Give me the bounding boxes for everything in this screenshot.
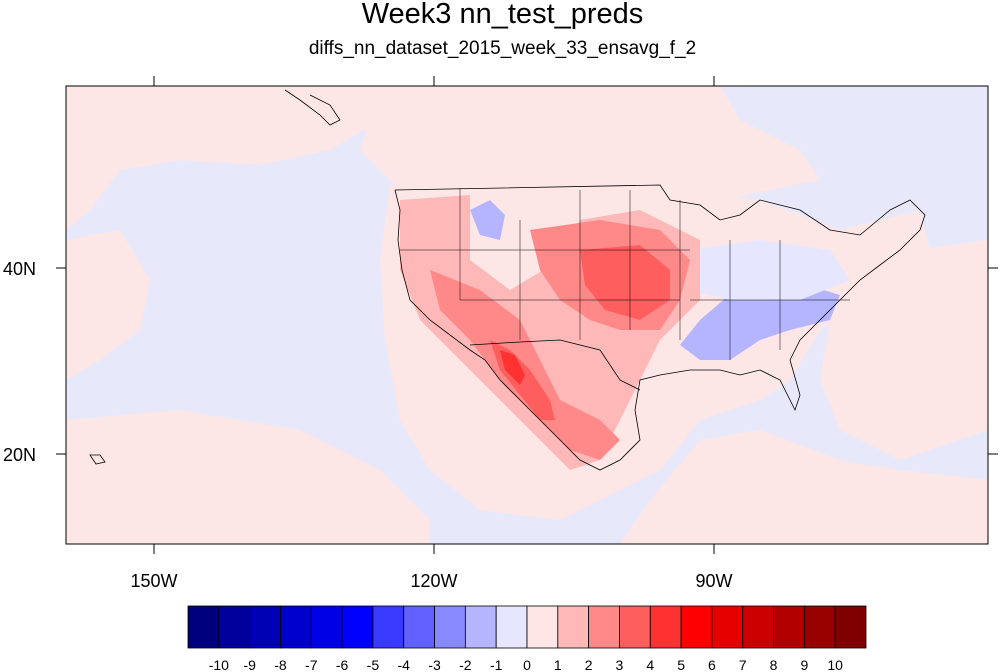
colorbar-label: 5 — [677, 657, 685, 672]
colorbar-swatch — [773, 605, 805, 649]
colorbar-label: -6 — [336, 657, 349, 672]
anomaly-region-south-pacific — [66, 410, 430, 544]
colorbar-label: -3 — [428, 657, 441, 672]
colorbar-swatch — [588, 605, 620, 649]
anomaly-region-west-pacific — [66, 230, 150, 380]
colorbar-label: 2 — [585, 657, 593, 672]
colorbar-swatch — [464, 605, 497, 649]
lon-label-90w: 90W — [695, 571, 732, 591]
colorbar-swatch — [187, 605, 220, 649]
colorbar-swatch — [249, 605, 281, 649]
colorbar-label: -1 — [490, 657, 503, 672]
anomaly-region-north-pacific — [66, 86, 390, 230]
colorbar-label: -9 — [243, 657, 256, 672]
colorbar-swatch — [803, 605, 836, 649]
figure-subtitle: diffs_nn_dataset_2015_week_33_ensavg_f_2 — [308, 38, 697, 59]
colorbar-label: -4 — [398, 657, 411, 672]
anomaly-region-north-canada — [360, 86, 820, 200]
anomaly-region-kansas-hot — [580, 245, 670, 320]
colorbar-swatch — [434, 605, 466, 649]
colorbar-swatch — [310, 605, 343, 649]
axis-ticks — [56, 76, 998, 554]
map-frame — [65, 85, 989, 545]
colorbar-label: 10 — [827, 657, 843, 672]
colorbar-label: 4 — [646, 657, 654, 672]
colorbar-label: 6 — [708, 657, 716, 672]
lon-label-150w: 150W — [130, 571, 177, 591]
colorbar-swatch — [834, 605, 867, 649]
colorbar-label: -8 — [274, 657, 287, 672]
figure-title: Week3 nn_test_preds — [361, 0, 644, 30]
map-panel — [66, 86, 988, 544]
colorbar-swatch — [495, 605, 528, 649]
colorbar-swatch — [557, 605, 590, 649]
colorbar-swatch — [649, 605, 682, 649]
colorbar-swatch — [403, 605, 435, 649]
colorbar-swatch — [680, 605, 713, 649]
colorbar-label: 7 — [739, 657, 747, 672]
colorbar-label: -5 — [367, 657, 380, 672]
state-borders — [400, 188, 850, 360]
colorbar-label: 0 — [523, 657, 531, 672]
colorbar-swatch — [372, 605, 405, 649]
lon-label-120w: 120W — [410, 571, 457, 591]
colorbar-label: -10 — [209, 657, 229, 672]
colorbar-swatch — [341, 605, 374, 649]
colorbar-swatch — [711, 605, 744, 649]
colorbar-swatch — [619, 605, 651, 649]
anomaly-region-caribbean — [620, 430, 988, 544]
anomaly-region-atlantic — [820, 240, 988, 460]
coastlines — [89, 89, 926, 471]
anomaly-region-idaho-cool — [470, 200, 505, 240]
lat-label-20n: 20N — [3, 445, 36, 465]
lat-label-40n: 40N — [3, 259, 36, 279]
anomaly-region-sonora-max — [500, 350, 525, 385]
colorbar-swatch — [218, 605, 251, 649]
colorbar-label: 9 — [800, 657, 808, 672]
colorbar-label: -2 — [459, 657, 472, 672]
colorbar-label: 8 — [770, 657, 778, 672]
colorbar: -10 -9 -8 -7 -6 -5 -4 -3 -2 -1 0 1 2 3 4 5 6 7 8 9 10 — [187, 605, 867, 672]
colorbar-label: 3 — [616, 657, 624, 672]
colorbar-label: 1 — [554, 657, 562, 672]
colorbar-swatch — [742, 605, 774, 649]
colorbar-swatch — [280, 605, 312, 649]
colorbar-swatch — [526, 605, 559, 649]
colorbar-label: -7 — [305, 657, 318, 672]
